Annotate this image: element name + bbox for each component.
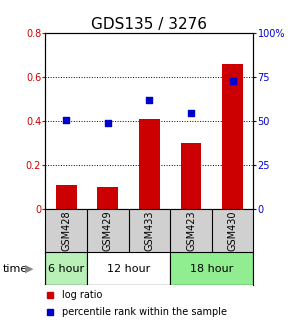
Bar	[87, 252, 170, 285]
Text: time: time	[3, 264, 28, 274]
Text: GSM428: GSM428	[61, 210, 71, 251]
Text: 12 hour: 12 hour	[107, 264, 150, 274]
Point	[147, 97, 152, 102]
Text: 18 hour: 18 hour	[190, 264, 234, 274]
Point	[189, 110, 193, 115]
Text: log ratio: log ratio	[62, 290, 103, 300]
Bar	[98, 187, 118, 209]
Point	[64, 117, 69, 123]
Bar	[180, 143, 202, 209]
Title: GDS135 / 3276: GDS135 / 3276	[91, 17, 207, 31]
Text: GSM433: GSM433	[144, 210, 154, 251]
Text: GSM423: GSM423	[186, 210, 196, 251]
Point	[105, 120, 110, 125]
Bar	[56, 185, 77, 209]
Text: GSM429: GSM429	[103, 210, 113, 251]
Text: ▶: ▶	[25, 264, 33, 274]
Bar	[170, 252, 253, 285]
Bar	[222, 63, 243, 209]
Bar	[45, 252, 87, 285]
Text: 6 hour: 6 hour	[48, 264, 84, 274]
Point	[230, 78, 235, 84]
Text: GSM430: GSM430	[228, 210, 238, 251]
Bar	[139, 119, 160, 209]
Text: percentile rank within the sample: percentile rank within the sample	[62, 307, 227, 317]
